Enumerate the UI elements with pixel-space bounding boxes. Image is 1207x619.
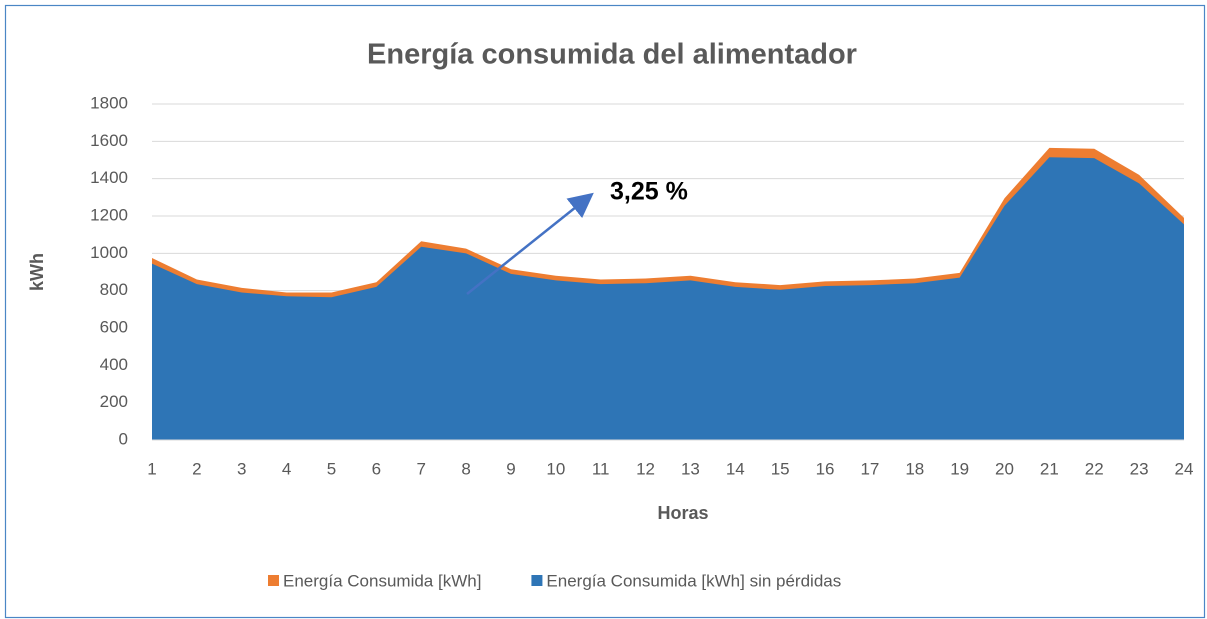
x-tick-label: 5 xyxy=(327,459,336,478)
x-tick-label: 13 xyxy=(681,459,700,478)
x-tick-label: 19 xyxy=(950,459,969,478)
legend-swatch xyxy=(268,575,279,586)
x-tick-label: 18 xyxy=(905,459,924,478)
x-tick-label: 11 xyxy=(592,459,610,478)
y-tick-label: 400 xyxy=(100,355,128,374)
x-tick-label: 24 xyxy=(1175,459,1194,478)
x-tick-label: 4 xyxy=(282,459,291,478)
y-tick-label: 1200 xyxy=(90,205,128,224)
y-axis-label: kWh xyxy=(27,253,47,291)
x-tick-label: 14 xyxy=(726,459,745,478)
x-tick-label: 3 xyxy=(237,459,246,478)
x-tick-label: 17 xyxy=(860,459,879,478)
x-tick-label: 2 xyxy=(192,459,201,478)
annotation-arrow xyxy=(466,192,594,295)
y-tick-label: 1000 xyxy=(90,243,128,262)
area xyxy=(152,157,1184,440)
chart-title: Energía consumida del alimentador xyxy=(367,39,857,71)
y-tick-label: 1800 xyxy=(90,93,128,112)
x-tick-label: 15 xyxy=(771,459,790,478)
legend: Energía Consumida [kWh] Energía Consumida… xyxy=(268,571,841,590)
x-tick-label: 23 xyxy=(1130,459,1149,478)
x-tick-label: 21 xyxy=(1040,459,1059,478)
legend-label: Energía Consumida [kWh] sin pérdidas xyxy=(546,571,841,590)
y-tick-label: 0 xyxy=(119,429,128,448)
annotation: 3,25 % xyxy=(610,178,688,206)
x-tick-label: 1 xyxy=(147,459,156,478)
x-tick-label: 12 xyxy=(636,459,655,478)
y-tick-label: 800 xyxy=(100,280,128,299)
y-tick-label: 600 xyxy=(100,317,128,336)
x-tick-label: 9 xyxy=(506,459,515,478)
y-tick-label: 200 xyxy=(100,392,128,411)
x-tick-label: 20 xyxy=(995,459,1014,478)
legend-swatch xyxy=(531,575,543,586)
x-tick-label: 6 xyxy=(372,459,381,478)
y-tick-label: 1600 xyxy=(90,131,128,150)
x-tick-label: 8 xyxy=(461,459,470,478)
y-tick-label: 1400 xyxy=(90,168,128,187)
x-tick-label: 22 xyxy=(1085,459,1104,478)
x-tick-label: 7 xyxy=(416,459,425,478)
x-tick-label: 10 xyxy=(546,459,565,478)
x-tick-label: 16 xyxy=(816,459,835,478)
legend-label: Energía Consumida [kWh] xyxy=(283,571,481,590)
x-axis-label: Horas xyxy=(657,503,708,523)
